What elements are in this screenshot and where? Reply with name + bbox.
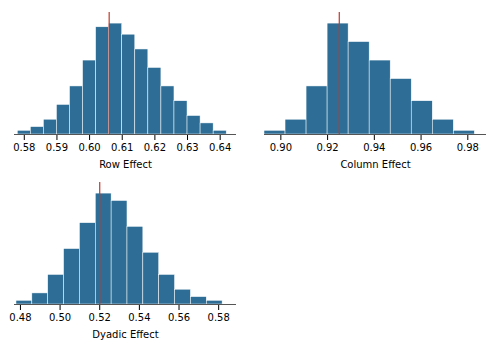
svg-text:0.48: 0.48: [9, 312, 31, 323]
svg-text:0.96: 0.96: [410, 142, 432, 153]
svg-text:0.90: 0.90: [270, 142, 292, 153]
svg-text:0.61: 0.61: [111, 142, 133, 153]
svg-text:0.58: 0.58: [13, 142, 35, 153]
svg-text:0.92: 0.92: [316, 142, 338, 153]
svg-text:0.64: 0.64: [209, 142, 231, 153]
svg-text:0.98: 0.98: [457, 142, 479, 153]
svg-text:0.58: 0.58: [208, 312, 230, 323]
svg-text:0.52: 0.52: [89, 312, 111, 323]
svg-text:0.54: 0.54: [128, 312, 150, 323]
svg-text:0.94: 0.94: [363, 142, 385, 153]
svg-text:0.59: 0.59: [46, 142, 68, 153]
svg-text:Dyadic Effect: Dyadic Effect: [92, 329, 158, 340]
svg-text:0.56: 0.56: [168, 312, 190, 323]
svg-text:Row Effect: Row Effect: [99, 159, 152, 170]
svg-text:0.60: 0.60: [78, 142, 100, 153]
svg-text:0.62: 0.62: [144, 142, 166, 153]
svg-text:Column Effect: Column Effect: [340, 159, 410, 170]
svg-text:0.50: 0.50: [49, 312, 71, 323]
svg-text:0.63: 0.63: [176, 142, 198, 153]
